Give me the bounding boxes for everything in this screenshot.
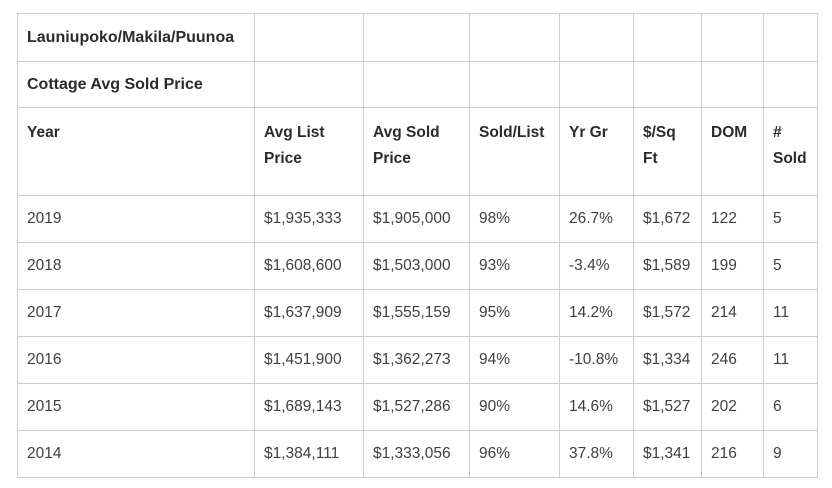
data-cell: $1,384,111 [254, 430, 364, 478]
data-cell: $1,608,600 [254, 242, 364, 290]
year-cell: 2016 [17, 336, 255, 384]
data-cell: 214 [701, 289, 764, 337]
empty-cell [763, 61, 818, 108]
empty-cell [633, 13, 702, 62]
title-row: Launiupoko/Makila/Puunoa [17, 13, 818, 62]
data-cell: -10.8% [559, 336, 634, 384]
data-cell: $1,637,909 [254, 289, 364, 337]
data-cell: 95% [469, 289, 560, 337]
data-cell: 11 [763, 336, 818, 384]
data-row: 2019 $1,935,333 $1,905,000 98% 26.7% $1,672 12… [17, 195, 818, 243]
data-cell: 5 [763, 195, 818, 243]
empty-cell [701, 13, 764, 62]
data-row: 2017 $1,637,909 $1,555,159 95% 14.2% $1,572 21… [17, 289, 818, 337]
data-cell: $1,589 [633, 242, 702, 290]
data-cell: $1,451,900 [254, 336, 364, 384]
data-cell: 246 [701, 336, 764, 384]
header-row: Year Avg List Price Avg Sold Price Sold/Lis… [17, 107, 818, 196]
year-cell: 2019 [17, 195, 255, 243]
data-cell: 5 [763, 242, 818, 290]
data-row: 2016 $1,451,900 $1,362,273 94% -10.8% $1,334 2… [17, 336, 818, 384]
column-header: $/Sq Ft [633, 107, 702, 196]
column-header: Avg List Price [254, 107, 364, 196]
data-cell: $1,935,333 [254, 195, 364, 243]
column-header: Avg Sold Price [363, 107, 470, 196]
year-cell: 2014 [17, 430, 255, 478]
data-cell: 11 [763, 289, 818, 337]
data-cell: 37.8% [559, 430, 634, 478]
data-cell: 6 [763, 383, 818, 431]
data-cell: $1,341 [633, 430, 702, 478]
data-cell: $1,334 [633, 336, 702, 384]
data-cell: 202 [701, 383, 764, 431]
empty-cell [363, 61, 470, 108]
year-cell: 2015 [17, 383, 255, 431]
empty-cell [254, 13, 364, 62]
column-header: DOM [701, 107, 764, 196]
data-cell: $1,555,159 [363, 289, 470, 337]
data-cell: $1,905,000 [363, 195, 470, 243]
empty-cell [254, 61, 364, 108]
empty-cell [363, 13, 470, 62]
empty-cell [469, 13, 560, 62]
data-cell: 93% [469, 242, 560, 290]
data-cell: $1,689,143 [254, 383, 364, 431]
data-cell: 9 [763, 430, 818, 478]
column-header: Yr Gr [559, 107, 634, 196]
data-cell: 90% [469, 383, 560, 431]
data-cell: 14.6% [559, 383, 634, 431]
data-cell: 96% [469, 430, 560, 478]
data-cell: $1,527 [633, 383, 702, 431]
data-cell: 94% [469, 336, 560, 384]
empty-cell [559, 13, 634, 62]
year-cell: 2017 [17, 289, 255, 337]
column-header: Year [17, 107, 255, 196]
empty-cell [701, 61, 764, 108]
year-cell: 2018 [17, 242, 255, 290]
data-cell: 26.7% [559, 195, 634, 243]
empty-cell [469, 61, 560, 108]
data-row: 2014 $1,384,111 $1,333,056 96% 37.8% $1,341 21… [17, 430, 818, 478]
data-cell: $1,503,000 [363, 242, 470, 290]
data-cell: 122 [701, 195, 764, 243]
subtitle-row: Cottage Avg Sold Price [17, 61, 818, 108]
table-subtitle: Cottage Avg Sold Price [17, 61, 255, 108]
empty-cell [633, 61, 702, 108]
data-cell: 216 [701, 430, 764, 478]
empty-cell [559, 61, 634, 108]
data-cell: $1,572 [633, 289, 702, 337]
data-cell: $1,362,273 [363, 336, 470, 384]
empty-cell [763, 13, 818, 62]
column-header: # Sold [763, 107, 818, 196]
data-cell: 199 [701, 242, 764, 290]
data-cell: 98% [469, 195, 560, 243]
data-cell: $1,672 [633, 195, 702, 243]
column-header: Sold/List [469, 107, 560, 196]
data-row: 2015 $1,689,143 $1,527,286 90% 14.6% $1,527 20… [17, 383, 818, 431]
table-title: Launiupoko/Makila/Puunoa [17, 13, 255, 62]
data-row: 2018 $1,608,600 $1,503,000 93% -3.4% $1,589 19… [17, 242, 818, 290]
data-cell: 14.2% [559, 289, 634, 337]
data-cell: -3.4% [559, 242, 634, 290]
data-cell: $1,333,056 [363, 430, 470, 478]
data-cell: $1,527,286 [363, 383, 470, 431]
price-stats-table-body: Launiupoko/Makila/Puunoa Cottage Avg Sold… [17, 13, 818, 478]
price-stats-table: Launiupoko/Makila/Puunoa Cottage Avg Sold… [17, 13, 818, 478]
